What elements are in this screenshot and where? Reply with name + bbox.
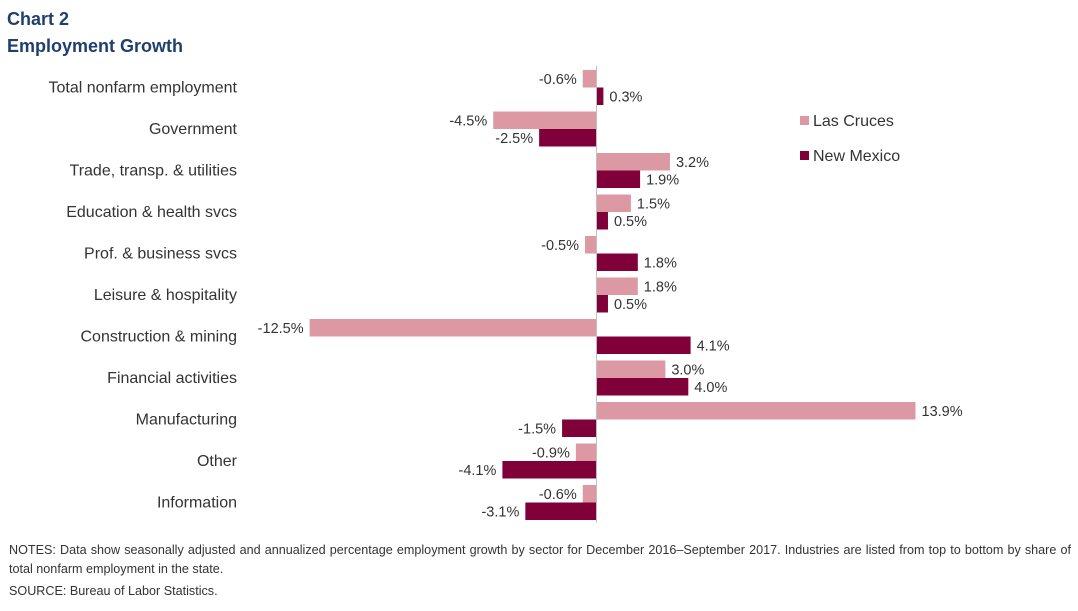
data-label-las-cruces: 3.2% [676,155,709,171]
chart-subtitle: Employment Growth [7,36,184,56]
category-label: Prof. & business svcs [84,246,237,263]
bar-las-cruces [596,402,916,420]
data-label-las-cruces: 1.5% [637,196,670,212]
bar-new-mexico [502,461,597,479]
chart-source: SOURCE: Bureau of Labor Statistics. [9,584,218,598]
category-label: Financial activities [107,370,237,387]
legend-label: Las Cruces [813,113,894,130]
data-label-las-cruces: 3.0% [671,362,704,378]
data-label-new-mexico: -4.1% [459,463,497,479]
bar-new-mexico [525,502,597,520]
bar-new-mexico [596,336,691,354]
bar-new-mexico [596,253,638,271]
data-label-new-mexico: 0.5% [614,297,647,313]
bar-las-cruces [585,236,597,254]
category-label: Trade, transp. & utilities [70,163,237,180]
data-label-new-mexico: 0.5% [614,214,647,230]
category-label: Leisure & hospitality [94,287,237,304]
data-label-las-cruces: -12.5% [258,321,304,337]
bar-new-mexico [596,212,608,230]
data-label-las-cruces: -0.5% [541,238,579,254]
category-label: Government [149,121,238,138]
bar-las-cruces [596,360,666,378]
category-label: Construction & mining [80,329,237,346]
bar-las-cruces [582,70,597,88]
data-label-las-cruces: -0.9% [532,445,570,461]
bar-new-mexico [596,170,641,188]
category-label: Other [197,453,238,470]
data-label-new-mexico: -3.1% [481,504,519,520]
data-label-new-mexico: 4.1% [697,338,730,354]
data-label-new-mexico: 1.9% [646,172,679,188]
category-label: Information [157,495,237,512]
legend-swatch [800,116,809,125]
bar-new-mexico [596,87,604,105]
data-label-new-mexico: 0.3% [609,89,642,105]
bar-las-cruces [596,153,670,171]
data-label-las-cruces: -0.6% [539,487,577,503]
bar-las-cruces [309,319,597,337]
bar-las-cruces [493,111,597,129]
bar-las-cruces [582,485,597,503]
data-label-las-cruces: -0.6% [539,72,577,88]
chart-title: Chart 2 [7,9,70,29]
category-label: Total nonfarm employment [48,80,237,97]
bar-new-mexico [562,419,597,437]
data-label-new-mexico: -1.5% [518,421,556,437]
employment-growth-bar-chart: Total nonfarm employment -0.6% 0.3% Governm… [48,66,963,523]
legend-label: New Mexico [813,148,900,165]
data-label-new-mexico: 4.0% [694,380,727,396]
bar-las-cruces [596,277,638,295]
bar-las-cruces [596,194,631,212]
data-label-las-cruces: 13.9% [922,404,963,420]
bar-new-mexico [596,295,608,313]
category-label: Education & health svcs [66,204,237,221]
chart-notes: NOTES: Data show seasonally adjusted and… [9,543,1071,576]
bar-las-cruces [575,443,597,461]
category-label: Manufacturing [136,412,237,429]
legend-swatch [800,151,809,160]
data-label-new-mexico: -2.5% [495,131,533,147]
data-label-las-cruces: 1.8% [644,279,677,295]
data-label-new-mexico: 1.8% [644,255,677,271]
data-label-las-cruces: -4.5% [449,113,487,129]
bar-new-mexico [596,378,689,396]
bar-new-mexico [539,129,597,147]
